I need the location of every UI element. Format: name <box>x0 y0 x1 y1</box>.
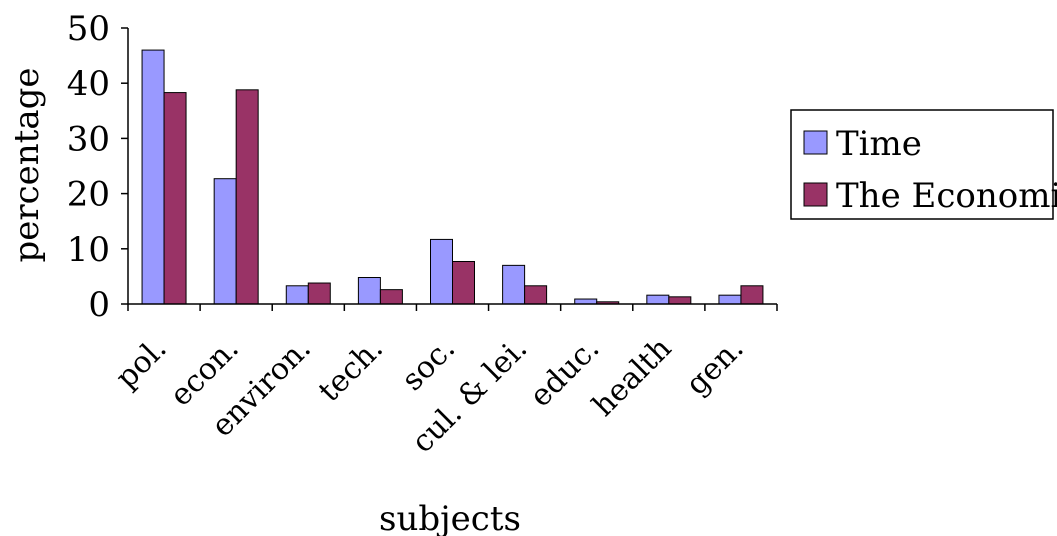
bar-time-4 <box>430 238 453 305</box>
x-category-label: tech. <box>312 331 390 409</box>
bar-time-3 <box>357 277 381 305</box>
plot-area <box>141 49 764 305</box>
y-tick-label: 50 <box>67 9 110 49</box>
x-axis: pol.econ.environ.tech. soc.cul. & lei.edu… <box>109 303 778 460</box>
y-tick-label: 40 <box>67 64 110 104</box>
bar-time-8 <box>718 294 742 305</box>
bar-time-1 <box>213 178 237 305</box>
legend-label-time: Time <box>836 124 922 164</box>
y-axis-title: percentage <box>7 67 47 262</box>
bar-economist-3 <box>379 289 403 305</box>
legend-frame <box>790 109 1054 220</box>
legend: Time The Economist <box>790 109 1057 220</box>
bar-time-5 <box>502 264 526 305</box>
y-axis: 0 10 20 30 40 50 <box>67 9 129 325</box>
bar-economist-0 <box>163 92 187 305</box>
x-category-label: pol. <box>109 331 174 396</box>
legend-swatch-time <box>803 130 828 155</box>
bar-economist-1 <box>235 89 259 305</box>
x-category-label: health <box>586 331 679 424</box>
bar-time-2 <box>285 285 309 305</box>
x-category-label: gen. <box>679 331 750 402</box>
bar-economist-8 <box>740 285 764 305</box>
bar-economist-2 <box>307 282 331 305</box>
y-tick-label: 10 <box>67 230 110 270</box>
bar-economist-4 <box>452 260 475 305</box>
bar-time-7 <box>646 294 670 305</box>
legend-swatch-economist <box>803 182 828 207</box>
y-tick-label: 0 <box>88 285 110 325</box>
x-axis-title: subjects <box>379 499 521 536</box>
y-tick-label: 30 <box>67 119 110 159</box>
bar-economist-5 <box>524 285 548 305</box>
y-tick-label: 20 <box>67 175 110 215</box>
bar-economist-7 <box>668 296 692 305</box>
bar-time-0 <box>141 49 165 305</box>
legend-label-economist: The Economist <box>836 176 1057 216</box>
